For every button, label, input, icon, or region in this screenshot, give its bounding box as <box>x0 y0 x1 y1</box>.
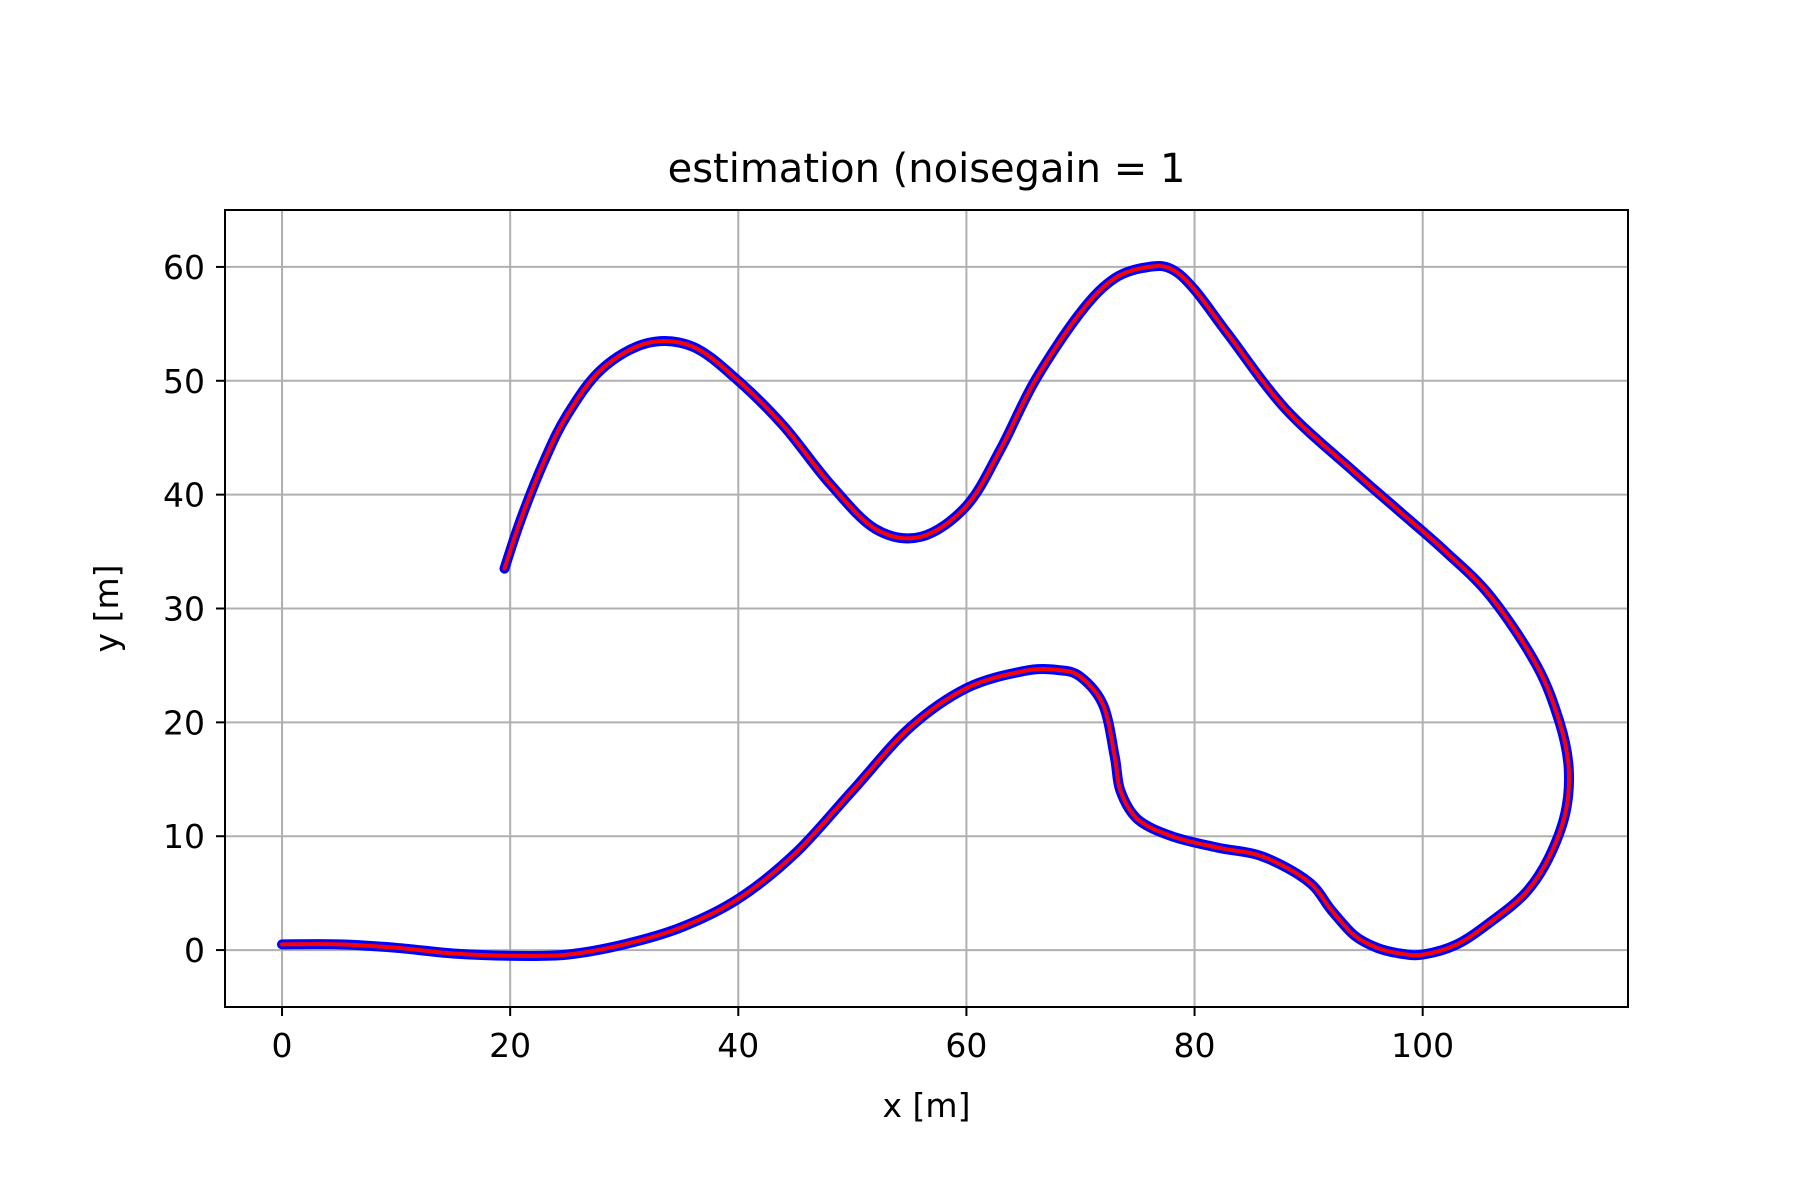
plot-series <box>277 260 1575 962</box>
series-red-estimate <box>280 263 1572 959</box>
y-tick-label: 30 <box>163 590 205 629</box>
y-tick-label: 10 <box>163 817 205 856</box>
x-tick-label: 80 <box>1174 1026 1216 1065</box>
chart-title: estimation (noisegain = 1 <box>668 146 1186 192</box>
y-tick-label: 0 <box>184 931 205 970</box>
x-tick-label: 60 <box>945 1026 987 1065</box>
x-tick-label: 0 <box>272 1026 293 1065</box>
x-tick-label: 20 <box>489 1026 531 1065</box>
x-tick-label: 100 <box>1391 1026 1454 1065</box>
y-tick-label: 50 <box>163 362 205 401</box>
axis-ticks: 0 20 40 60 80 100 0 10 20 30 40 50 60 <box>163 248 1454 1065</box>
x-tick-label: 40 <box>717 1026 759 1065</box>
y-axis-label: y [m] <box>87 565 126 653</box>
x-axis-label: x [m] <box>883 1086 971 1125</box>
y-tick-label: 40 <box>163 476 205 515</box>
y-tick-label: 20 <box>163 703 205 742</box>
y-tick-label: 60 <box>163 248 205 287</box>
